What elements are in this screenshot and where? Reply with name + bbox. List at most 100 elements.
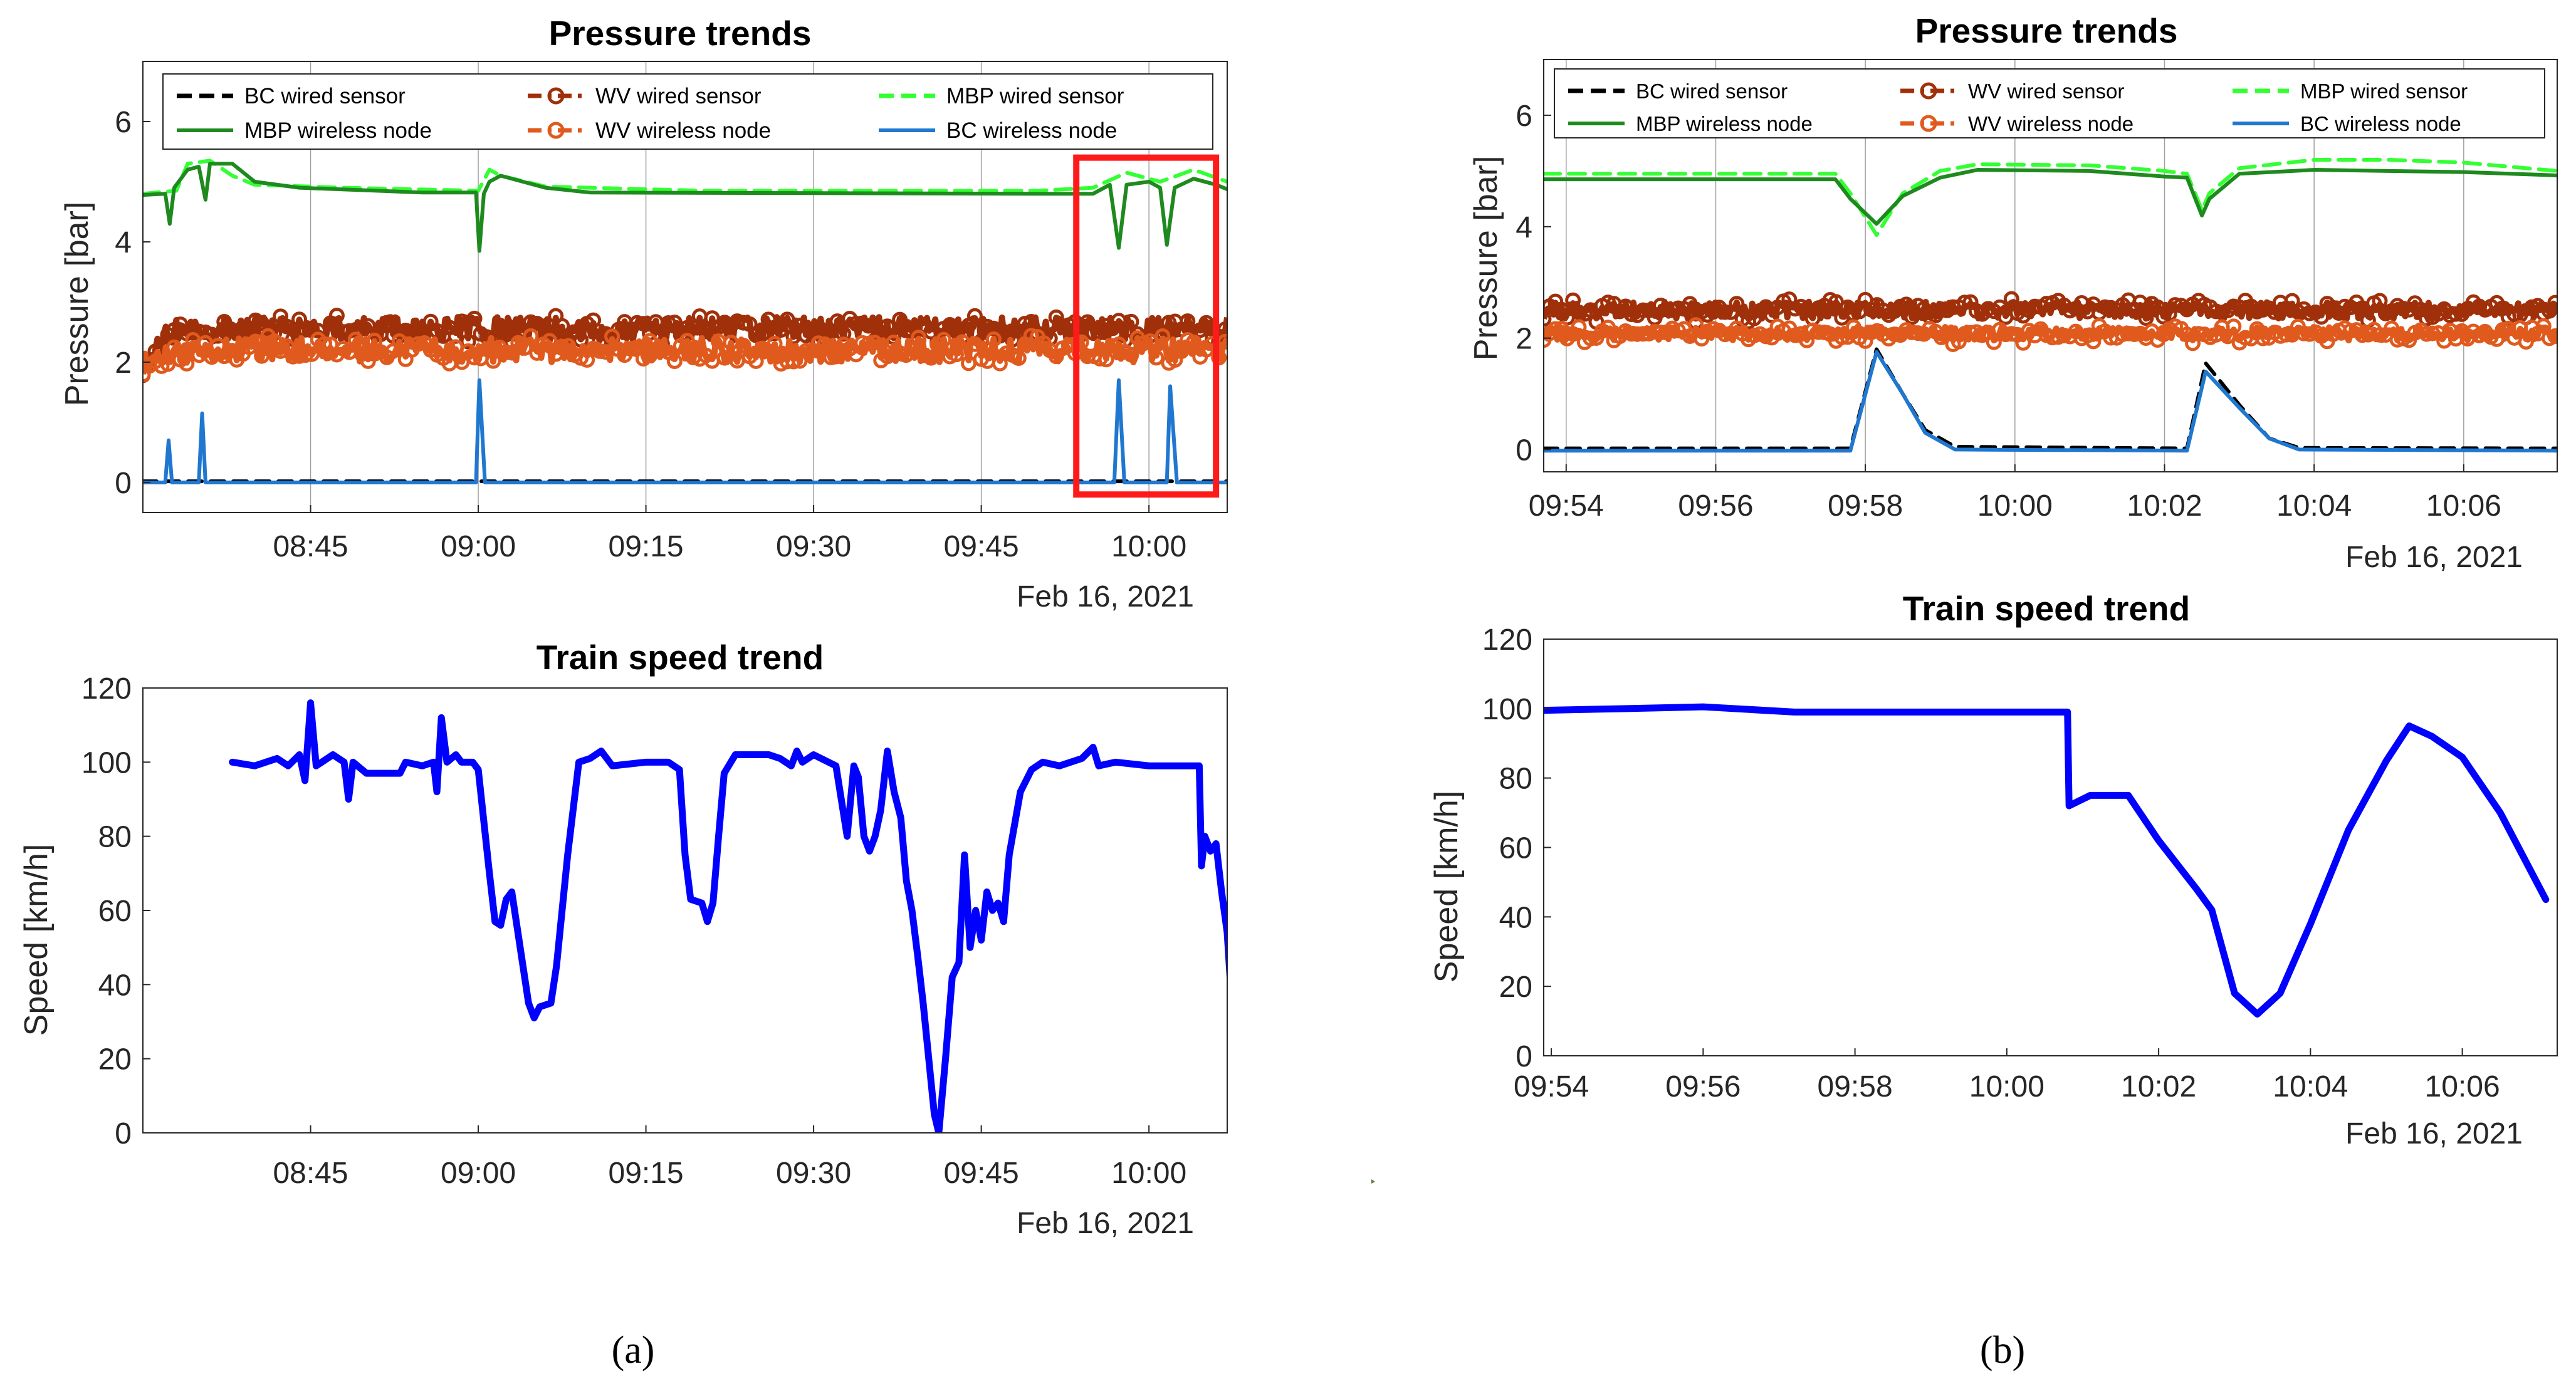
series-marker xyxy=(666,315,683,331)
series-marker xyxy=(666,353,683,369)
series-marker xyxy=(911,330,927,346)
y-tick-label: 60 xyxy=(98,895,132,928)
series-marker xyxy=(629,339,645,355)
series-marker xyxy=(898,322,914,338)
legend-item: BC wired sensor xyxy=(177,84,406,108)
series-marker xyxy=(1173,343,1190,360)
series-bc-wireless-node xyxy=(1544,350,2557,453)
series-marker xyxy=(1098,352,1114,368)
series-marker xyxy=(1547,321,1564,337)
series-marker xyxy=(2278,326,2295,343)
series-marker xyxy=(542,333,558,349)
legend-label: MBP wireless node xyxy=(1636,112,1813,135)
y-ticks: 0 2 4 6 xyxy=(115,106,150,500)
pressure-chart-b: Pressure trends Pressure [bar] 0 2 4 6 09:5… xyxy=(1468,11,2558,574)
y-axis-label: Pressure [bar] xyxy=(59,202,95,407)
series-marker xyxy=(1986,334,2002,350)
legend-label: WV wired sensor xyxy=(595,84,762,108)
x-tick-label: 09:56 xyxy=(1678,489,1753,523)
series-line xyxy=(1544,350,2557,453)
series-marker xyxy=(660,315,676,331)
legend-marker xyxy=(547,87,565,105)
series-marker xyxy=(1957,294,1973,311)
x-tick-label: 10:06 xyxy=(2426,489,2501,523)
speed-chart-a: Train speed trend Speed [km/h] 0 20 40 60 80… xyxy=(18,638,1228,1240)
series-train-speed xyxy=(229,699,1227,1133)
y-tick-label: 0 xyxy=(115,1117,132,1150)
y-tick-label: 20 xyxy=(1499,971,1532,1004)
series-marker xyxy=(347,331,364,348)
x-ticks: 08:45 09:00 09:15 09:30 09:45 10:00 xyxy=(273,505,1186,563)
series-marker xyxy=(2226,318,2242,335)
panel-label-b: (b) xyxy=(1980,1329,2025,1372)
x-tick-label: 09:30 xyxy=(776,530,851,563)
x-tick-label: 10:02 xyxy=(2127,489,2202,523)
series-marker xyxy=(516,340,533,356)
series-marker xyxy=(179,355,195,372)
series-marker xyxy=(254,348,270,364)
y-tick-label: 0 xyxy=(115,467,132,500)
x-tick-label: 09:58 xyxy=(1818,1070,1893,1103)
series-marker xyxy=(303,346,320,362)
series-marker xyxy=(1682,296,1698,312)
plot-area xyxy=(1544,158,2557,453)
series-marker xyxy=(585,312,602,328)
plot-area xyxy=(1544,703,2550,1018)
series-marker xyxy=(466,310,483,326)
x-tick-label: 10:02 xyxy=(2121,1070,2196,1103)
series-marker xyxy=(829,348,846,365)
y-axis-label: Pressure [bar] xyxy=(1468,156,1504,361)
x-tick-label: 10:00 xyxy=(1977,489,2053,523)
legend-item: MBP wireless node xyxy=(177,118,432,143)
series-marker xyxy=(316,336,332,352)
series-marker xyxy=(861,335,877,352)
series-marker xyxy=(985,331,1002,347)
series-marker xyxy=(767,336,783,352)
legend-label: BC wired sensor xyxy=(244,84,406,108)
series-marker xyxy=(579,352,595,368)
series-marker xyxy=(592,343,608,359)
series-marker xyxy=(1086,325,1102,341)
series-marker xyxy=(635,350,651,367)
legend-marker xyxy=(547,122,565,139)
series-marker xyxy=(629,315,645,331)
series-marker xyxy=(1148,350,1165,366)
x-tick-label: 09:56 xyxy=(1665,1070,1741,1103)
y-tick-label: 6 xyxy=(115,106,132,139)
chart-title: Pressure trends xyxy=(549,14,812,53)
x-ticks: 09:54 09:56 09:58 10:00 10:02 10:04 10:06 xyxy=(1529,464,2501,523)
series-marker xyxy=(623,341,639,357)
series-line xyxy=(229,699,1227,1133)
series-marker xyxy=(166,339,182,355)
series-marker xyxy=(1154,328,1171,344)
x-tick-label: 10:04 xyxy=(2273,1070,2348,1103)
y-tick-label: 20 xyxy=(98,1043,132,1076)
highlight-box xyxy=(1073,154,1220,498)
series-marker xyxy=(554,338,570,355)
series-marker xyxy=(785,353,802,370)
legend: BC wired sensor WV wired sensor MBP wired … xyxy=(1554,68,2545,138)
series-marker xyxy=(279,318,295,335)
plot-area xyxy=(229,699,1227,1133)
y-tick-label: 0 xyxy=(1516,1040,1532,1073)
series-marker xyxy=(1600,320,1616,336)
x-tick-label: 10:00 xyxy=(1111,1157,1186,1190)
series-marker xyxy=(1834,329,1850,345)
x-tick-label: 10:04 xyxy=(2276,489,2352,523)
series-marker xyxy=(741,316,758,332)
series-marker xyxy=(810,335,827,352)
series-marker xyxy=(604,328,620,345)
series-marker xyxy=(861,318,877,334)
y-tick-label: 2 xyxy=(115,347,132,380)
date-label: Feb 16, 2021 xyxy=(2345,541,2523,574)
legend-item: BC wired sensor xyxy=(1568,80,1788,103)
series-marker xyxy=(936,331,952,348)
series-marker xyxy=(310,323,326,339)
y-tick-label: 80 xyxy=(98,821,132,854)
series-marker xyxy=(848,347,864,363)
series-marker xyxy=(1717,304,1733,320)
legend-label: WV wireless node xyxy=(1968,112,2134,135)
series-wv-wired-sensor xyxy=(1544,291,2557,330)
y-tick-label: 60 xyxy=(1499,832,1532,865)
series-marker xyxy=(1180,313,1196,330)
